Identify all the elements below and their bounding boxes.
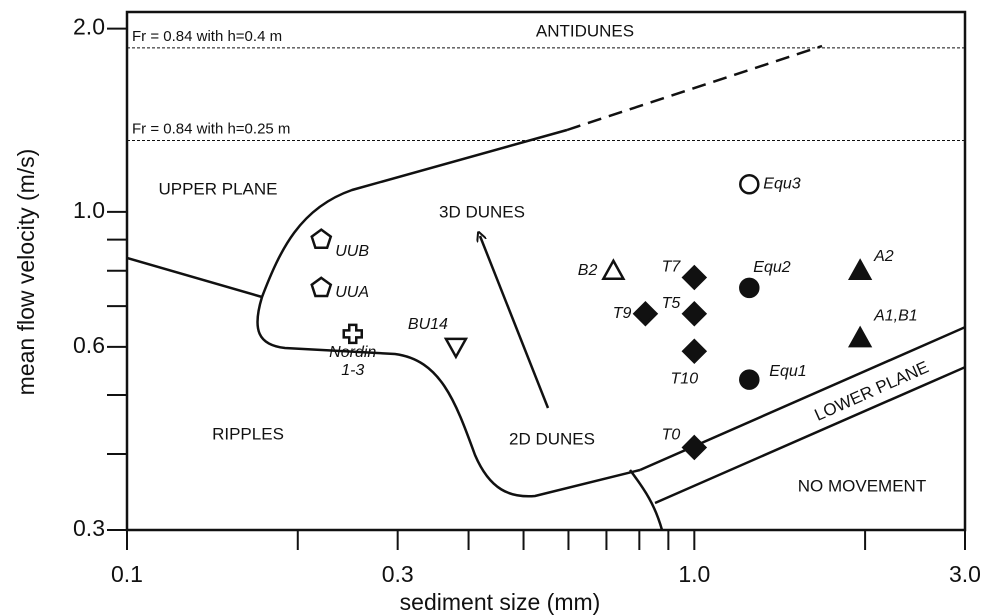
region-label: 2D DUNES [509, 429, 595, 448]
data-point [632, 300, 659, 327]
data-point [739, 277, 760, 299]
point-label: B2 [578, 262, 598, 279]
dune-boundary-extension [566, 44, 823, 132]
data-point [681, 300, 708, 327]
region-label: ANTIDUNES [536, 21, 634, 40]
ripple-plane-boundary [127, 256, 263, 299]
region-label: UPPER PLANE [158, 179, 277, 198]
x-tick-label: 0.1 [111, 561, 143, 587]
region-label: 3D DUNES [439, 202, 525, 221]
plot-frame [125, 10, 967, 532]
region-label: RIPPLES [212, 424, 284, 443]
y-tick-label: 2.0 [73, 14, 105, 40]
point-label: UUB [335, 243, 369, 260]
data-point [681, 434, 708, 461]
data-point [739, 173, 760, 195]
y-tick-label: 1.0 [73, 197, 105, 223]
data-point [443, 337, 469, 360]
data-point [739, 369, 760, 390]
point-label: T7 [662, 259, 682, 276]
point-label: Equ1 [769, 363, 806, 380]
reference-label: Fr = 0.84 with h=0.4 m [132, 28, 282, 45]
data-point [681, 264, 708, 291]
y-tick-label: 0.6 [73, 332, 105, 358]
data-point [601, 258, 626, 281]
y-tick-label: 0.3 [73, 515, 105, 541]
point-label-box: Nordin 1-3 [329, 343, 377, 379]
point-label: A2 [873, 248, 894, 265]
x-tick-label: 0.3 [382, 561, 414, 587]
reference-label: Fr = 0.84 with h=0.25 m [132, 120, 290, 137]
point-label: BU14 [408, 316, 448, 333]
data-point [847, 325, 873, 348]
data-point [342, 323, 364, 345]
y-axis-title: mean flow velocity (m/s) [13, 149, 39, 396]
data-point [681, 338, 708, 365]
data-point [310, 228, 333, 250]
dune-boundary [256, 128, 641, 498]
point-label: UUA [335, 284, 369, 301]
point-label: T9 [613, 305, 632, 322]
data-point [310, 276, 333, 298]
movement-boundary [628, 469, 664, 530]
arrow [480, 236, 550, 409]
region-label: NO MOVEMENT [798, 476, 926, 495]
x-axis-title: sediment size (mm) [400, 589, 601, 615]
x-tick-label: 1.0 [678, 561, 710, 587]
data-point [847, 258, 873, 281]
point-label: Equ3 [763, 175, 800, 192]
x-tick-label: 3.0 [949, 561, 981, 587]
point-label: A1,B1 [873, 307, 918, 324]
regime-boundaries [127, 44, 965, 530]
point-label: T10 [671, 370, 699, 387]
point-label: T5 [662, 295, 681, 312]
point-label: T0 [662, 427, 681, 444]
lower-plane-lower [654, 365, 965, 505]
point-label: Equ2 [753, 259, 790, 276]
point-label: Nordin 1-3 [329, 343, 377, 379]
